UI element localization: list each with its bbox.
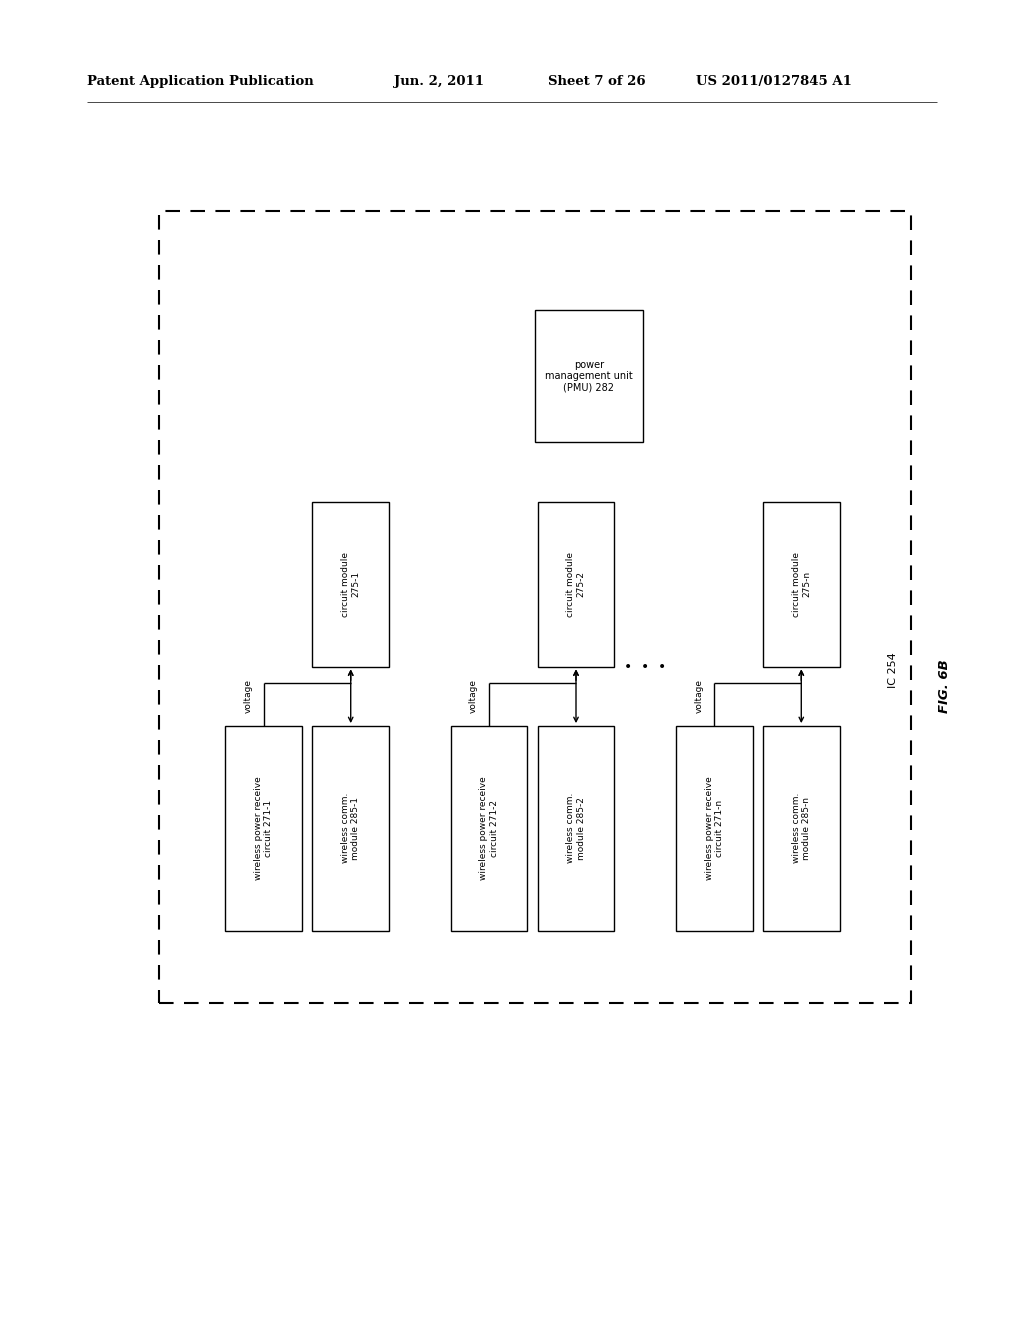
Text: circuit module
275-2: circuit module 275-2 — [566, 552, 586, 616]
Bar — [225, 726, 302, 931]
Bar — [763, 726, 840, 931]
Bar — [535, 310, 643, 442]
Bar — [312, 726, 389, 931]
Text: voltage: voltage — [694, 680, 703, 713]
Bar — [763, 502, 840, 667]
Text: IC 254: IC 254 — [888, 652, 898, 689]
Bar — [676, 726, 753, 931]
Text: circuit module
275-n: circuit module 275-n — [792, 552, 811, 616]
Text: Patent Application Publication: Patent Application Publication — [87, 75, 313, 88]
Bar — [312, 502, 389, 667]
Text: voltage: voltage — [244, 680, 253, 713]
Text: wireless comm.
module 285-n: wireless comm. module 285-n — [792, 793, 811, 863]
Text: •  •  •: • • • — [624, 660, 667, 673]
Text: wireless power receive
circuit 271-1: wireless power receive circuit 271-1 — [254, 776, 273, 880]
Text: Jun. 2, 2011: Jun. 2, 2011 — [394, 75, 484, 88]
Bar — [159, 211, 911, 1003]
Text: wireless power receive
circuit 271-2: wireless power receive circuit 271-2 — [479, 776, 499, 880]
Text: wireless comm.
module 285-2: wireless comm. module 285-2 — [566, 793, 586, 863]
Bar — [538, 726, 614, 931]
Bar — [538, 502, 614, 667]
Text: US 2011/0127845 A1: US 2011/0127845 A1 — [696, 75, 852, 88]
Text: wireless power receive
circuit 271-n: wireless power receive circuit 271-n — [705, 776, 724, 880]
Text: circuit module
275-1: circuit module 275-1 — [341, 552, 360, 616]
Bar — [451, 726, 527, 931]
Text: voltage: voltage — [469, 680, 478, 713]
Text: wireless comm.
module 285-1: wireless comm. module 285-1 — [341, 793, 360, 863]
Text: Sheet 7 of 26: Sheet 7 of 26 — [548, 75, 645, 88]
Text: power
management unit
(PMU) 282: power management unit (PMU) 282 — [545, 359, 633, 393]
Text: FIG. 6B: FIG. 6B — [938, 660, 950, 713]
